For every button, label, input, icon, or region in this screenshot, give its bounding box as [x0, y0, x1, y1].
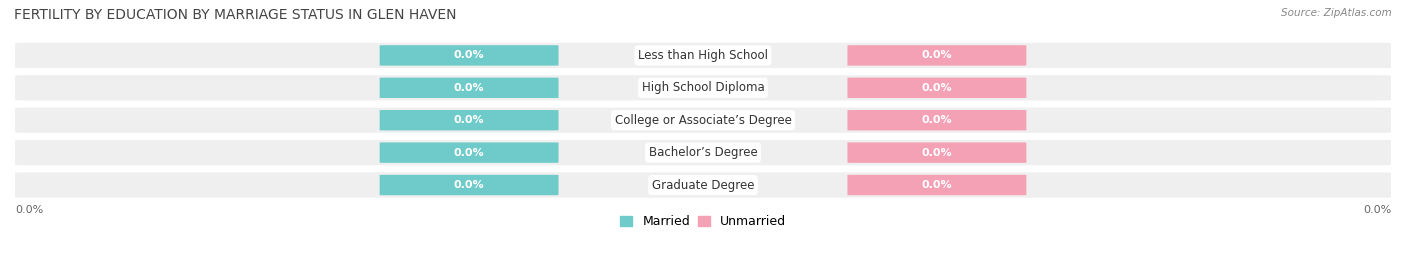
FancyBboxPatch shape — [380, 78, 558, 98]
FancyBboxPatch shape — [15, 140, 1391, 165]
FancyBboxPatch shape — [848, 175, 1026, 195]
Text: 0.0%: 0.0% — [921, 148, 952, 158]
Text: 0.0%: 0.0% — [921, 83, 952, 93]
FancyBboxPatch shape — [15, 75, 1391, 100]
Text: 0.0%: 0.0% — [454, 115, 485, 125]
FancyBboxPatch shape — [15, 108, 1391, 133]
FancyBboxPatch shape — [380, 142, 558, 163]
Text: 0.0%: 0.0% — [921, 115, 952, 125]
Text: Less than High School: Less than High School — [638, 49, 768, 62]
Text: 0.0%: 0.0% — [454, 148, 485, 158]
FancyBboxPatch shape — [848, 45, 1026, 66]
FancyBboxPatch shape — [380, 45, 558, 66]
Text: 0.0%: 0.0% — [454, 180, 485, 190]
Text: 0.0%: 0.0% — [1362, 205, 1391, 215]
Text: FERTILITY BY EDUCATION BY MARRIAGE STATUS IN GLEN HAVEN: FERTILITY BY EDUCATION BY MARRIAGE STATU… — [14, 8, 457, 22]
FancyBboxPatch shape — [380, 110, 558, 130]
Text: Source: ZipAtlas.com: Source: ZipAtlas.com — [1281, 8, 1392, 18]
FancyBboxPatch shape — [15, 172, 1391, 198]
FancyBboxPatch shape — [380, 175, 558, 195]
Legend: Married, Unmarried: Married, Unmarried — [617, 213, 789, 231]
FancyBboxPatch shape — [15, 43, 1391, 68]
Text: 0.0%: 0.0% — [15, 205, 44, 215]
Text: High School Diploma: High School Diploma — [641, 81, 765, 94]
FancyBboxPatch shape — [848, 110, 1026, 130]
Text: 0.0%: 0.0% — [921, 50, 952, 61]
Text: 0.0%: 0.0% — [454, 50, 485, 61]
Text: Graduate Degree: Graduate Degree — [652, 179, 754, 192]
Text: 0.0%: 0.0% — [454, 83, 485, 93]
FancyBboxPatch shape — [848, 78, 1026, 98]
FancyBboxPatch shape — [848, 142, 1026, 163]
Text: Bachelor’s Degree: Bachelor’s Degree — [648, 146, 758, 159]
Text: 0.0%: 0.0% — [921, 180, 952, 190]
Text: College or Associate’s Degree: College or Associate’s Degree — [614, 114, 792, 127]
